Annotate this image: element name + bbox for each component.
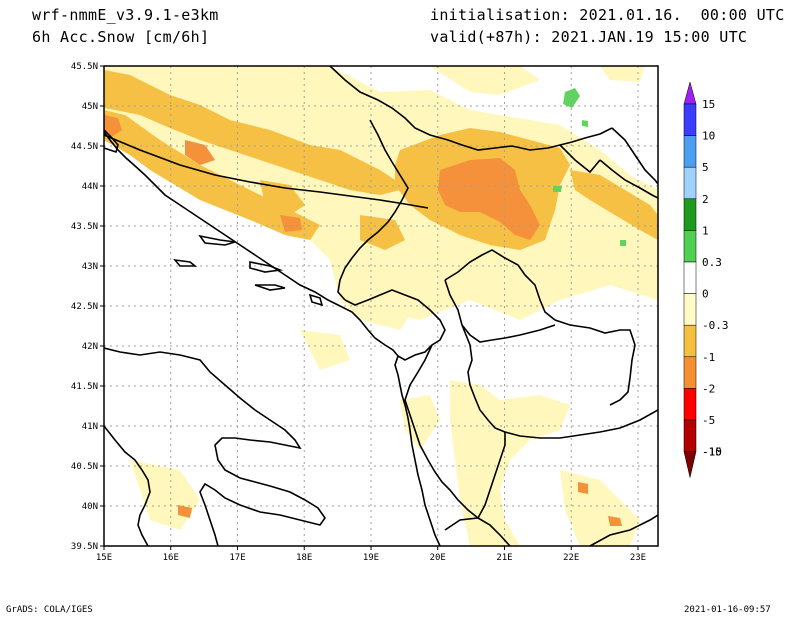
lon-tick-label: 15E — [96, 553, 112, 563]
latitude-ticks: 39.5N 40N 40.5N 41N 41.5N 42N 42.5N 43N 43.5N 44N… — [71, 62, 104, 552]
lat-tick-label: 40.5N — [71, 462, 98, 472]
colorbar-label: 15 — [702, 98, 715, 111]
colorbar-swatch — [683, 166, 697, 200]
lon-tick-label: 22E — [563, 553, 579, 563]
lat-tick-label: 40N — [82, 502, 98, 512]
snow-heavy-areas — [104, 115, 622, 526]
lon-tick-label: 16E — [163, 553, 179, 563]
lat-tick-label: 42.5N — [71, 302, 98, 312]
variable-title: 6h Acc.Snow [cm/6h] — [32, 28, 210, 46]
colorbar-label: 0 — [702, 288, 709, 301]
colorbar-swatch — [683, 230, 697, 263]
colorbar-label: 2 — [702, 193, 709, 206]
colorbar-swatch — [683, 356, 697, 389]
lat-tick-label: 43.5N — [71, 222, 98, 232]
footer-timestamp: 2021-01-16-09:57 — [684, 605, 771, 615]
lon-tick-label: 23E — [630, 553, 646, 563]
colorbar: 15 10 5 2 1 0.3 0 -0.3 -1 -2 -5 -10-15 — [683, 81, 729, 478]
colorbar-label: -2 — [702, 382, 715, 395]
lon-tick-label: 17E — [229, 553, 245, 563]
lat-tick-label: 44.5N — [71, 142, 98, 152]
colorbar-label: 1 — [702, 224, 709, 237]
colorbar-label: 10 — [702, 130, 715, 143]
colorbar-swatch — [683, 198, 697, 231]
colorbar-top-arrow — [683, 81, 697, 105]
lat-tick-label: 43N — [82, 262, 98, 272]
lon-tick-label: 19E — [363, 553, 379, 563]
lat-tick-label: 45N — [82, 102, 98, 112]
colorbar-swatch — [683, 324, 697, 358]
colorbar-swatch — [683, 135, 697, 168]
colorbar-label: -15 — [702, 446, 722, 459]
lon-tick-label: 20E — [430, 553, 446, 563]
lat-tick-label: 45.5N — [71, 62, 98, 72]
lat-tick-label: 41N — [82, 422, 98, 432]
lat-tick-label: 44N — [82, 182, 98, 192]
lon-tick-label: 21E — [496, 553, 512, 563]
lat-tick-label: 41.5N — [71, 382, 98, 392]
colorbar-bottom-arrow — [683, 451, 697, 478]
valid-time: valid(+87h): 2021.JAN.19 15:00 UTC — [430, 28, 748, 46]
lat-tick-label: 42N — [82, 342, 98, 352]
initialisation-time: initialisation: 2021.01.16. 00:00 UTC — [430, 6, 785, 24]
lat-tick-label: 39.5N — [71, 542, 98, 552]
colorbar-label: -0.3 — [702, 319, 729, 332]
longitude-ticks: 15E 16E 17E 18E 19E 20E 21E 22E 23E — [96, 546, 646, 563]
lat-lon-grid — [104, 66, 658, 546]
colorbar-label: -10 — [702, 446, 722, 459]
colorbar-swatch — [683, 419, 697, 452]
colorbar-label: -5 — [702, 414, 715, 427]
lon-tick-label: 18E — [296, 553, 312, 563]
colorbar-label: -1 — [702, 351, 715, 364]
coastlines-borders — [104, 66, 658, 546]
footer-grads-credit: GrADS: COLA/IGES — [6, 605, 93, 615]
colorbar-label: 5 — [702, 161, 709, 174]
colorbar-label: 0.3 — [702, 256, 722, 269]
colorbar-swatch — [683, 388, 697, 421]
colorbar-swatch — [683, 261, 697, 294]
model-title: wrf-nmmE_v3.9.1-e3km — [32, 6, 219, 24]
colorbar-swatch — [683, 293, 697, 326]
colorbar-swatch — [683, 103, 697, 136]
